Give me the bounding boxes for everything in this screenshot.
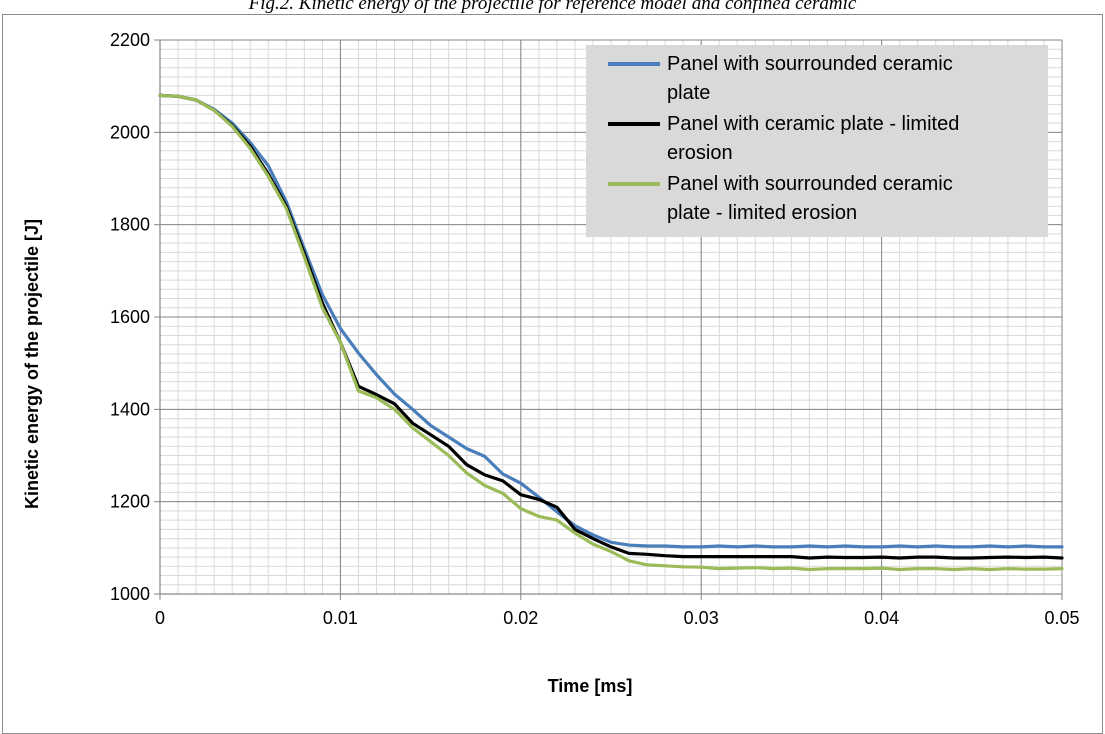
figure-caption: Fig.2. Kinetic energy of the projectile … bbox=[248, 0, 857, 14]
series-line-3 bbox=[158, 93, 1064, 572]
series-lines bbox=[158, 93, 1064, 572]
y-tick-label: 2000 bbox=[110, 122, 150, 142]
x-tick-label: 0 bbox=[155, 608, 165, 628]
legend-label-2: erosion bbox=[667, 142, 733, 164]
y-axis-title: Kinetic energy of the projectile [J] bbox=[22, 219, 42, 509]
x-tick-label: 0.04 bbox=[864, 608, 899, 628]
y-tick-label: 1600 bbox=[110, 307, 150, 327]
legend: Panel with sourrounded ceramic plate Panel… bbox=[586, 45, 1048, 237]
x-axis-title: Time [ms] bbox=[548, 676, 633, 696]
y-tick-label: 2200 bbox=[110, 30, 150, 50]
legend-label-2: Panel with ceramic plate - limited bbox=[667, 113, 959, 135]
y-tick-label: 1800 bbox=[110, 215, 150, 235]
legend-box bbox=[586, 45, 1048, 237]
y-tick-label: 1200 bbox=[110, 492, 150, 512]
x-tick-label: 0.01 bbox=[323, 608, 358, 628]
x-tick-label: 0.02 bbox=[503, 608, 538, 628]
x-tick-label: 0.03 bbox=[684, 608, 719, 628]
series-line-1 bbox=[158, 93, 1064, 549]
line-chart: 0 0.01 0.02 0.03 0.04 0.05 1000 1200 1400 1600 180… bbox=[22, 30, 1080, 696]
axes bbox=[154, 39, 1063, 600]
y-tick-label: 1000 bbox=[110, 584, 150, 604]
x-tick-label: 0.05 bbox=[1044, 608, 1079, 628]
tick-labels: 0 0.01 0.02 0.03 0.04 0.05 1000 1200 1400 1600 180… bbox=[110, 30, 1080, 628]
legend-label-3: plate - limited erosion bbox=[667, 202, 857, 224]
major-gridlines bbox=[159, 39, 1063, 595]
legend-label-3: Panel with sourrounded ceramic bbox=[667, 173, 953, 195]
y-tick-label: 1400 bbox=[110, 399, 150, 419]
legend-label-1: plate bbox=[667, 82, 710, 104]
legend-label-1: Panel with sourrounded ceramic bbox=[667, 53, 953, 75]
